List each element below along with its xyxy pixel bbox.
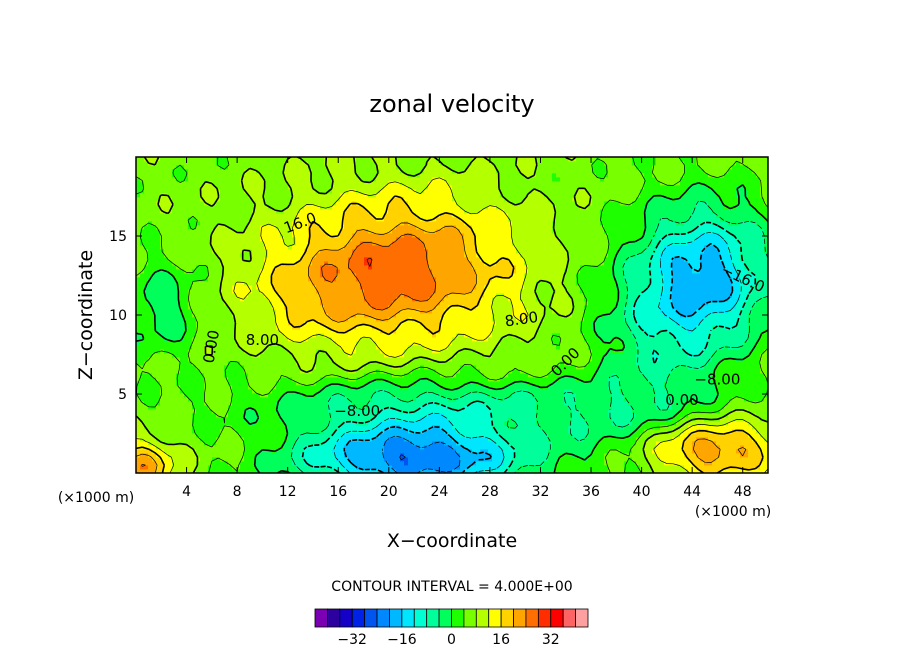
contour-label: −8.00 bbox=[334, 402, 380, 420]
colorbar-swatch bbox=[488, 608, 502, 628]
colorbar-swatch bbox=[562, 608, 576, 628]
chart-title: zonal velocity bbox=[369, 90, 534, 118]
x-axis-label: X−coordinate bbox=[387, 530, 517, 552]
colorbar-swatch bbox=[413, 608, 428, 628]
colorbar-swatch bbox=[351, 608, 366, 628]
colorbar-swatch bbox=[550, 608, 564, 628]
x-axis-units-right: (×1000 m) bbox=[695, 504, 771, 520]
x-tick-label: 32 bbox=[532, 484, 550, 500]
contour-line bbox=[399, 454, 406, 461]
colorbar-swatch bbox=[339, 608, 353, 628]
x-tick-label: 28 bbox=[481, 484, 499, 500]
colorbar-swatch bbox=[364, 608, 378, 628]
colorbar: −32 −16 0 16 32 bbox=[314, 608, 589, 648]
contour-line bbox=[343, 242, 734, 473]
colorbar-swatch bbox=[537, 608, 552, 628]
y-tick-label: 15 bbox=[109, 229, 127, 245]
colorbar-swatch bbox=[314, 608, 328, 628]
colorbar-swatch bbox=[389, 608, 403, 628]
colorbar-tick-label: −16 bbox=[387, 632, 417, 648]
contour-line bbox=[136, 195, 764, 473]
contour-line bbox=[366, 257, 373, 267]
contour-line bbox=[136, 157, 768, 473]
y-tick-label: 10 bbox=[109, 308, 127, 324]
contour-line bbox=[333, 231, 742, 473]
y-axis-label: Z−coordinate bbox=[75, 250, 97, 380]
colorbar-swatch bbox=[513, 608, 527, 628]
colorbar-swatch bbox=[575, 608, 589, 628]
x-axis-units-left: (×1000 m) bbox=[58, 490, 134, 506]
colorbar-tick-label: 32 bbox=[542, 632, 560, 648]
colorbar-swatch bbox=[376, 608, 390, 628]
plot-area: 16.08.008.000.00 0.00−8.00−16.0−8.000.00 bbox=[135, 156, 769, 474]
colorbar-swatch bbox=[438, 608, 452, 628]
colorbar-tick-label: −32 bbox=[337, 632, 367, 648]
colorbar-swatch bbox=[327, 608, 341, 628]
contour-label: 8.00 bbox=[246, 331, 279, 349]
colorbar-swatch bbox=[426, 608, 440, 628]
contour-lines bbox=[136, 157, 768, 473]
contour-label: 8.00 bbox=[504, 308, 540, 330]
x-tick-label: 8 bbox=[233, 484, 242, 500]
x-tick-label: 48 bbox=[734, 484, 752, 500]
colorbar-tick-label: 0 bbox=[447, 632, 456, 648]
contour-line bbox=[141, 233, 437, 467]
contour-label: 0.00 bbox=[200, 329, 224, 365]
contour-line bbox=[381, 435, 461, 473]
colorbar-swatch bbox=[525, 608, 539, 628]
x-tick-label: 24 bbox=[430, 484, 448, 500]
colorbar-swatch bbox=[463, 608, 477, 628]
contour-label: −8.00 bbox=[694, 370, 740, 388]
contour-label: 0.00 bbox=[665, 391, 698, 409]
y-tick-label: 5 bbox=[118, 387, 127, 403]
contour-line bbox=[136, 222, 747, 473]
colorbar-swatch bbox=[451, 608, 465, 628]
x-tick-label: 4 bbox=[182, 484, 191, 500]
contour-line bbox=[291, 200, 768, 473]
y-axis: 5 10 15 bbox=[109, 229, 768, 403]
heatmap-field bbox=[136, 157, 768, 473]
x-tick-label: 40 bbox=[633, 484, 651, 500]
x-tick-label: 44 bbox=[683, 484, 701, 500]
contour-interval-text: CONTOUR INTERVAL = 4.000E+00 bbox=[331, 579, 572, 595]
colorbar-swatch bbox=[500, 608, 514, 628]
contour-line bbox=[136, 157, 768, 473]
x-tick-label: 12 bbox=[279, 484, 297, 500]
colorbar-tick-label: 16 bbox=[492, 632, 510, 648]
x-axis: 4 8 12 16 20 24 28 32 36 40 44 48 bbox=[182, 157, 752, 500]
colorbar-swatch bbox=[401, 608, 415, 628]
contour-line bbox=[301, 221, 757, 473]
x-tick-label: 16 bbox=[329, 484, 347, 500]
colorbar-swatch bbox=[475, 608, 490, 628]
contour-line bbox=[136, 182, 768, 473]
contour-line bbox=[136, 177, 768, 473]
x-tick-label: 20 bbox=[380, 484, 398, 500]
x-tick-label: 36 bbox=[582, 484, 600, 500]
